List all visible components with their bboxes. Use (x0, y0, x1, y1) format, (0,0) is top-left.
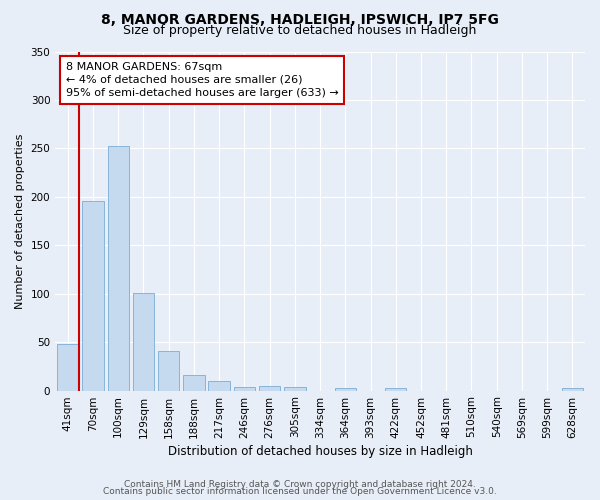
Bar (233, 386, 255, 390)
Text: 8, MANOR GARDENS, HADLEIGH, IPSWICH, IP7 5FG: 8, MANOR GARDENS, HADLEIGH, IPSWICH, IP7… (101, 12, 499, 26)
Bar (107, 146, 129, 390)
Text: Size of property relative to detached houses in Hadleigh: Size of property relative to detached ho… (124, 24, 476, 37)
Bar (284, 386, 305, 390)
Bar (133, 292, 154, 390)
Bar (82, 200, 104, 390)
Y-axis label: Number of detached properties: Number of detached properties (15, 134, 25, 308)
Bar (385, 388, 406, 390)
Bar (259, 386, 280, 390)
Text: Contains HM Land Registry data © Crown copyright and database right 2024.: Contains HM Land Registry data © Crown c… (124, 480, 476, 489)
Bar (335, 388, 356, 390)
Bar (57, 344, 79, 391)
Bar (183, 375, 205, 390)
Text: 8 MANOR GARDENS: 67sqm
← 4% of detached houses are smaller (26)
95% of semi-deta: 8 MANOR GARDENS: 67sqm ← 4% of detached … (66, 62, 338, 98)
Bar (158, 351, 179, 391)
Bar (562, 388, 583, 390)
X-axis label: Distribution of detached houses by size in Hadleigh: Distribution of detached houses by size … (167, 444, 473, 458)
Bar (208, 381, 230, 390)
Text: Contains public sector information licensed under the Open Government Licence v3: Contains public sector information licen… (103, 487, 497, 496)
